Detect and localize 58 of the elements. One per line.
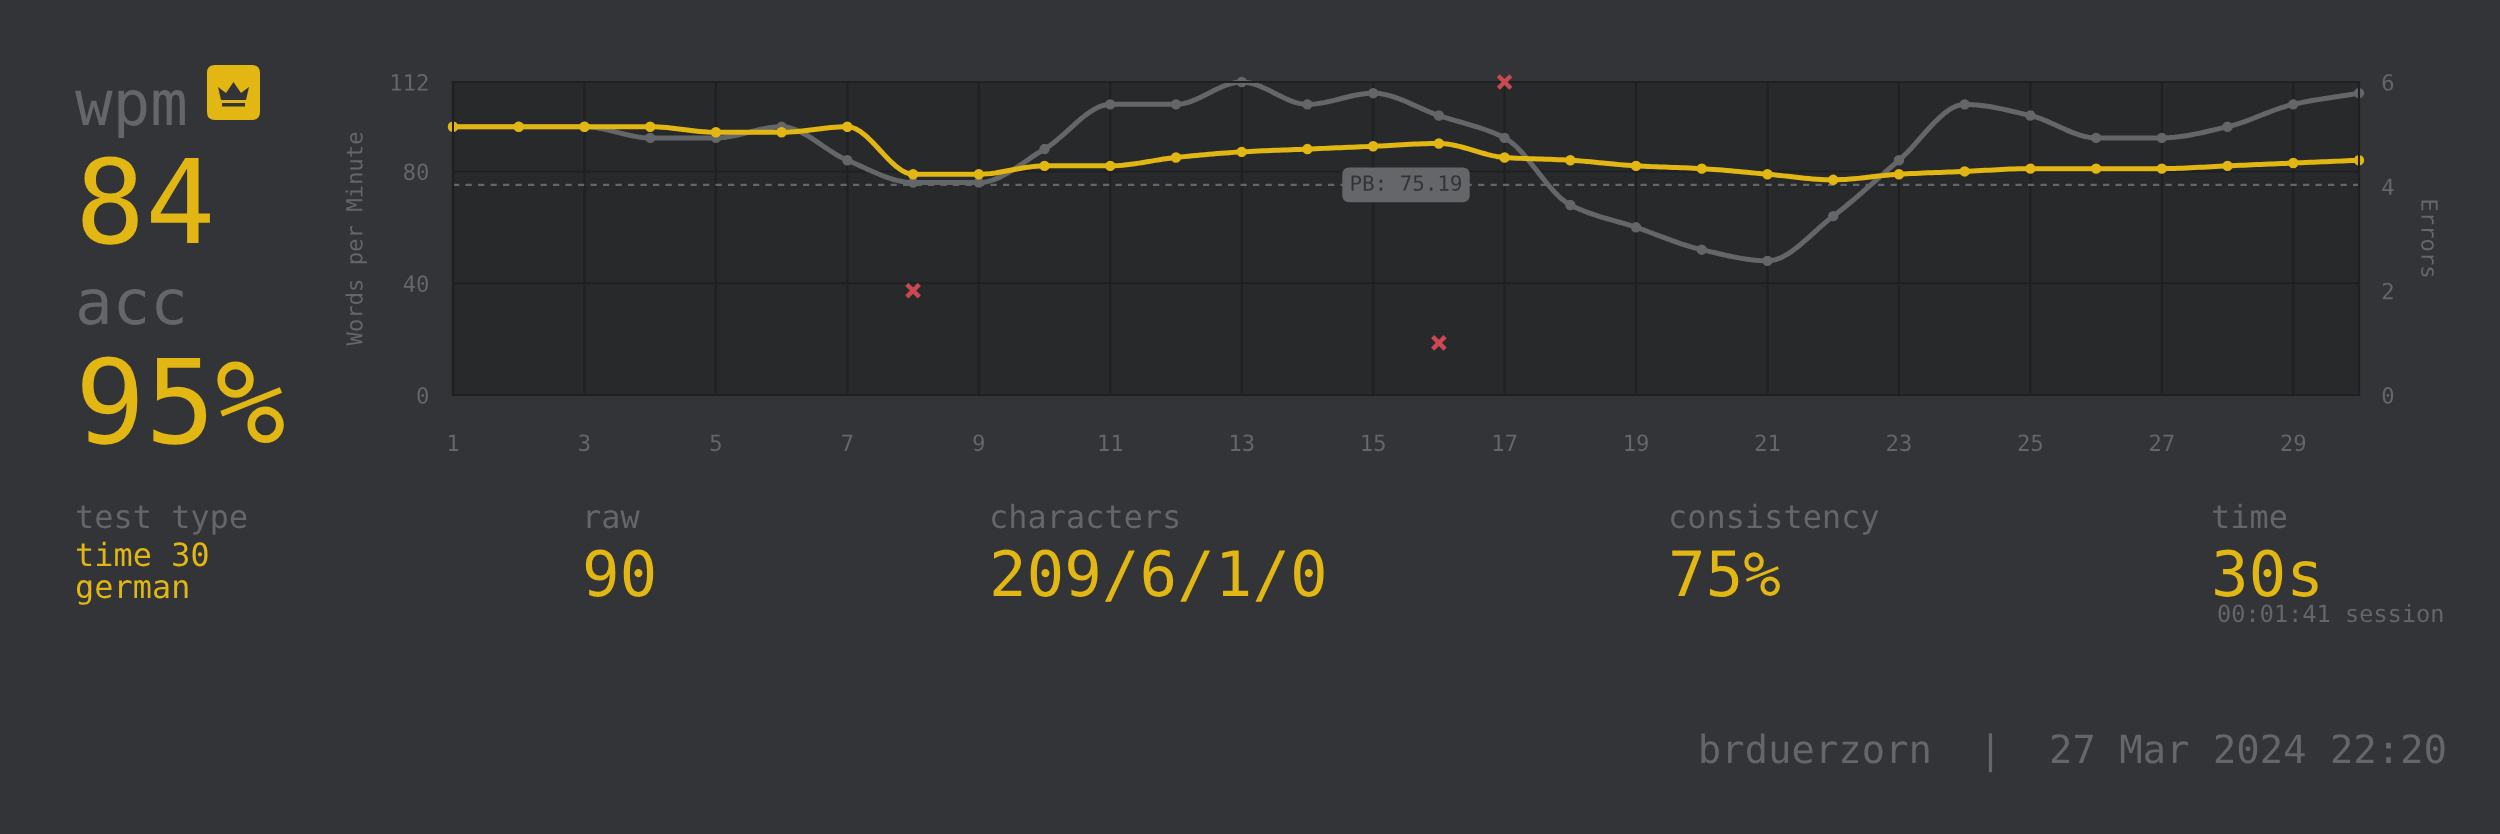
point	[1696, 244, 1707, 255]
point	[1105, 99, 1116, 110]
text: 30s	[2215, 549, 2318, 597]
point	[2222, 121, 2233, 132]
point	[1302, 99, 1313, 110]
point	[1430, 334, 1448, 352]
point	[2222, 160, 2233, 172]
point	[1630, 222, 1642, 233]
point	[973, 169, 985, 180]
point	[1499, 132, 1510, 144]
point	[644, 121, 656, 132]
point	[1105, 160, 1116, 172]
text: time 30	[77, 541, 208, 567]
text: 84	[82, 156, 210, 245]
point	[2156, 163, 2168, 174]
point	[1959, 99, 1970, 110]
point	[710, 127, 722, 138]
point	[1499, 152, 1510, 163]
point	[904, 282, 922, 300]
point	[2090, 163, 2102, 174]
point	[2025, 110, 2036, 121]
point	[842, 121, 853, 132]
point	[1039, 160, 1050, 172]
point	[1433, 138, 1445, 149]
point	[1827, 210, 1839, 222]
point	[1496, 73, 1514, 91]
point	[1893, 155, 1905, 166]
point	[1367, 87, 1379, 99]
point	[1565, 155, 1576, 166]
point	[842, 155, 853, 166]
point	[1236, 146, 1247, 158]
point	[1433, 110, 1445, 121]
point	[1630, 160, 1642, 172]
point	[2090, 132, 2102, 144]
point	[2288, 157, 2299, 169]
point	[1893, 169, 1905, 180]
point	[907, 169, 919, 180]
point	[1170, 99, 1182, 110]
point	[1302, 143, 1313, 155]
point	[1565, 199, 1576, 211]
point	[1367, 141, 1379, 152]
point	[2288, 99, 2299, 110]
text: german	[76, 580, 188, 605]
point	[2156, 132, 2168, 144]
point	[1827, 174, 1839, 186]
point	[1170, 152, 1182, 163]
text: 75%	[1672, 550, 1780, 597]
text: 209/6/1/0	[993, 549, 1324, 602]
text: 90	[585, 549, 654, 597]
point	[1762, 169, 1773, 180]
point	[776, 127, 787, 138]
point	[644, 132, 656, 144]
point	[1039, 143, 1050, 155]
point	[1959, 166, 1970, 177]
point	[2025, 163, 2036, 174]
point	[1762, 255, 1773, 267]
point	[1696, 163, 1707, 174]
text: 95%	[82, 356, 284, 445]
